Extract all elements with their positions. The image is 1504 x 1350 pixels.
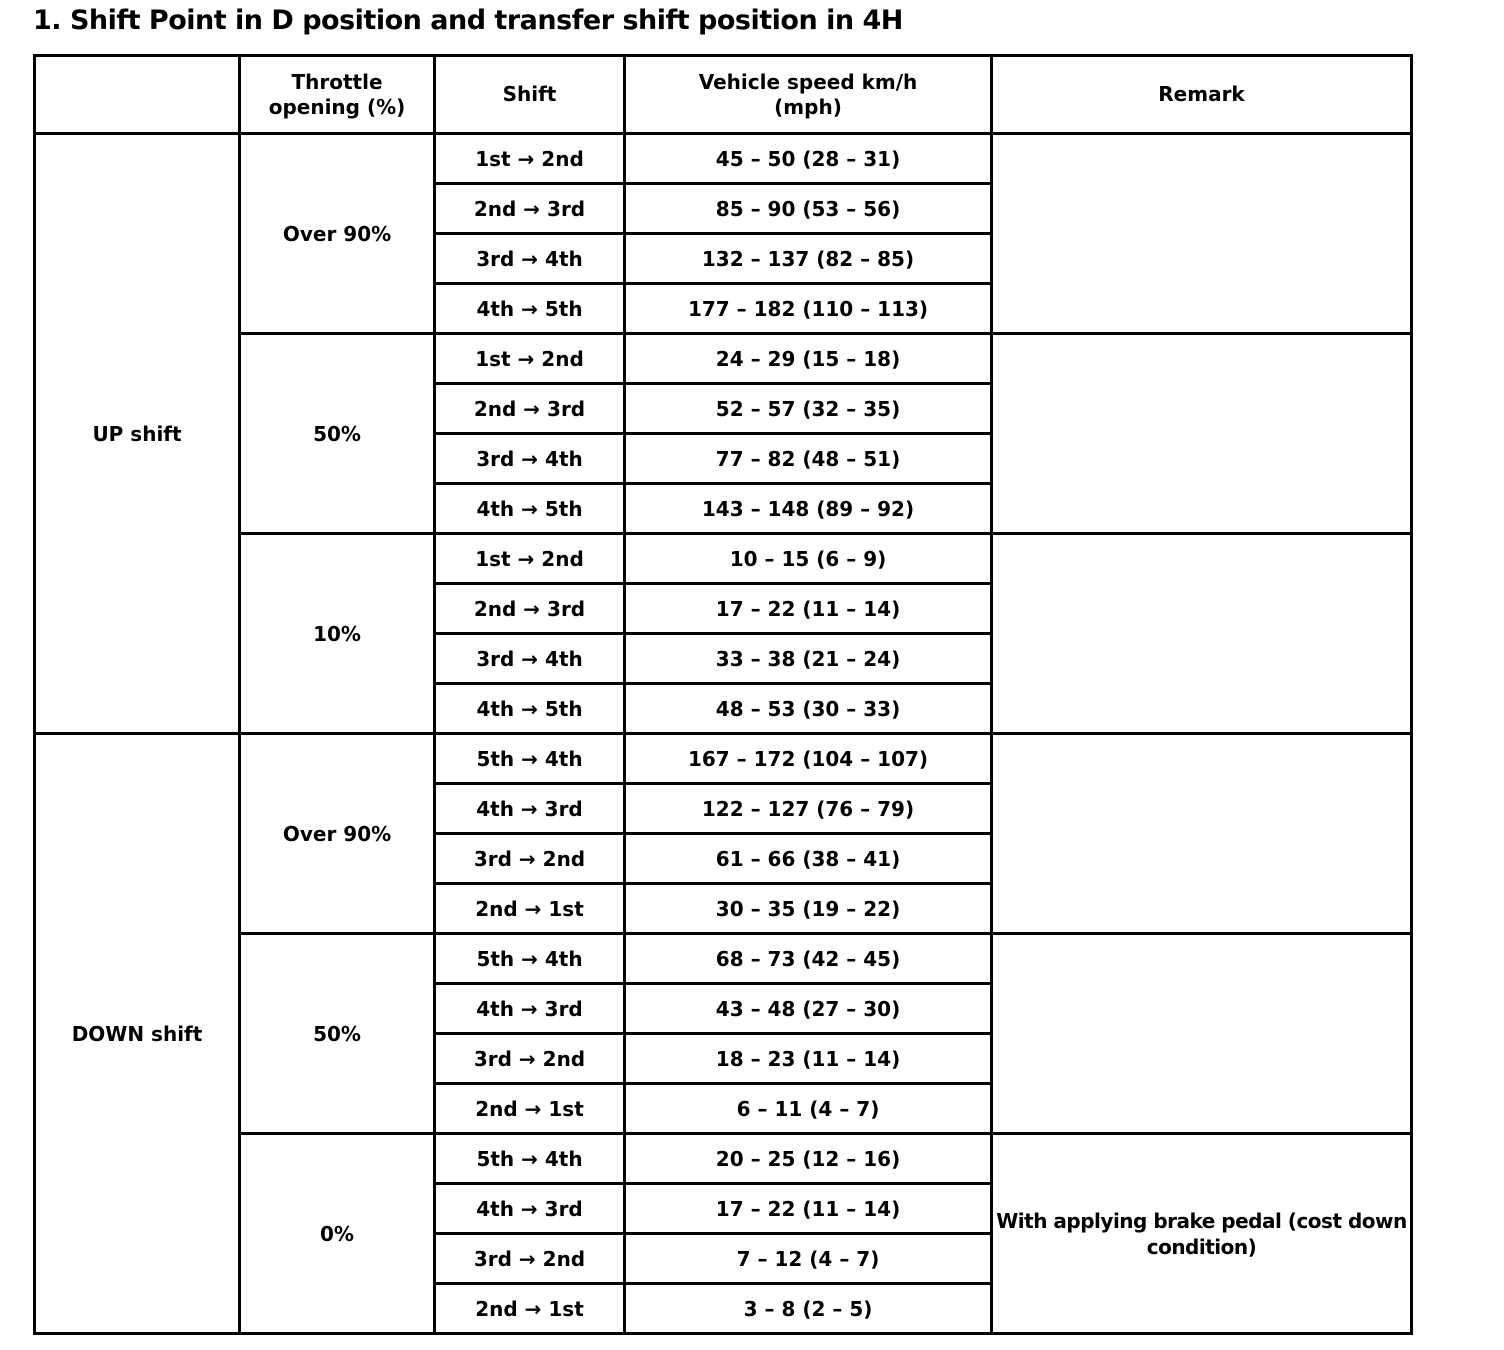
- throttle-opening-cell: 0%: [238, 1132, 436, 1335]
- table-row: 10% 1st → 2nd 10 – 15 (6 – 9): [35, 532, 1413, 735]
- shift-cell: 1st → 2nd: [433, 332, 626, 385]
- shift-cell: 2nd → 1st: [433, 1082, 626, 1135]
- table-row: 4th → 5th 177 – 182 (110 – 113): [35, 282, 1412, 335]
- table-row: 4th → 5th 48 – 53 (30 – 33): [35, 682, 1412, 735]
- table-row: 2nd → 1st 3 – 8 (2 – 5): [35, 1282, 1412, 1335]
- column-header-group: [33, 54, 241, 135]
- table-row: UP shift Over 90% 1st → 2nd 45 – 50 (28 – 3…: [33, 132, 1413, 735]
- vehicle-speed-cell: 17 – 22 (11 – 14): [623, 582, 993, 635]
- table-row: 2nd → 3rd 85 – 90 (53 – 56): [35, 182, 1412, 235]
- throttle-opening-cell: 50%: [238, 932, 436, 1135]
- vehicle-speed-cell: 10 – 15 (6 – 9): [623, 532, 993, 585]
- shift-cell: 3rd → 2nd: [433, 1232, 626, 1285]
- throttle-opening-cell: 10%: [238, 532, 436, 735]
- throttle-opening-cell: Over 90%: [238, 132, 436, 335]
- table-row: 4th → 3rd 17 – 22 (11 – 14): [35, 1182, 1412, 1235]
- section-label-cell: DOWN shift: [33, 732, 241, 1335]
- vehicle-speed-cell: 177 – 182 (110 – 113): [623, 282, 993, 335]
- shift-cell: 3rd → 4th: [433, 432, 626, 485]
- throttle-opening-cell: Over 90%: [238, 732, 436, 935]
- table-row: 2nd → 1st 30 – 35 (19 – 22): [35, 882, 1412, 935]
- table-row: DOWN shift Over 90% 5th → 4th 167 – 172 (10…: [33, 732, 1413, 1335]
- remark-cell: [990, 332, 1413, 535]
- shift-cell: 4th → 3rd: [433, 782, 626, 835]
- vehicle-speed-cell: 122 – 127 (76 – 79): [623, 782, 993, 835]
- shift-cell: 5th → 4th: [433, 1132, 626, 1185]
- vehicle-speed-cell: 17 – 22 (11 – 14): [623, 1182, 993, 1235]
- vehicle-speed-cell: 77 – 82 (48 – 51): [623, 432, 993, 485]
- column-header-shift: Shift: [433, 54, 626, 135]
- column-header-speed: Vehicle speed km/h (mph): [623, 54, 993, 135]
- page-title: 1. Shift Point in D position and transfe…: [33, 5, 903, 36]
- shift-cell: 2nd → 3rd: [433, 582, 626, 635]
- shift-cell: 4th → 5th: [433, 482, 626, 535]
- vehicle-speed-cell: 7 – 12 (4 – 7): [623, 1232, 993, 1285]
- vehicle-speed-cell: 43 – 48 (27 – 30): [623, 982, 993, 1035]
- shift-cell: 3rd → 2nd: [433, 832, 626, 885]
- table-row: 4th → 3rd 43 – 48 (27 – 30): [35, 982, 1412, 1035]
- vehicle-speed-cell: 85 – 90 (53 – 56): [623, 182, 993, 235]
- table-row: 3rd → 2nd 61 – 66 (38 – 41): [35, 832, 1412, 885]
- shift-cell: 2nd → 1st: [433, 1282, 626, 1335]
- remark-cell: [990, 132, 1413, 335]
- column-header-remark: Remark: [990, 54, 1413, 135]
- remark-cell: With applying brake pedal (cost down con…: [990, 1132, 1413, 1335]
- table-row: 3rd → 4th 77 – 82 (48 – 51): [35, 432, 1412, 485]
- table-row: 2nd → 1st 6 – 11 (4 – 7): [35, 1082, 1412, 1135]
- table-row: 2nd → 3rd 17 – 22 (11 – 14): [35, 582, 1412, 635]
- vehicle-speed-cell: 3 – 8 (2 – 5): [623, 1282, 993, 1335]
- remark-cell: [990, 732, 1413, 935]
- vehicle-speed-cell: 143 – 148 (89 – 92): [623, 482, 993, 535]
- vehicle-speed-cell: 18 – 23 (11 – 14): [623, 1032, 993, 1085]
- remark-cell: [990, 532, 1413, 735]
- shift-cell: 2nd → 3rd: [433, 382, 626, 435]
- shift-cell: 4th → 3rd: [433, 1182, 626, 1235]
- shift-cell: 1st → 2nd: [433, 132, 626, 185]
- shift-cell: 2nd → 1st: [433, 882, 626, 935]
- remark-cell: [990, 932, 1413, 1135]
- vehicle-speed-cell: 48 – 53 (30 – 33): [623, 682, 993, 735]
- vehicle-speed-cell: 68 – 73 (42 – 45): [623, 932, 993, 985]
- shift-cell: 3rd → 4th: [433, 632, 626, 685]
- shift-cell: 2nd → 3rd: [433, 182, 626, 235]
- shift-point-table: Throttle opening (%) Shift Vehicle speed…: [33, 54, 1413, 1335]
- vehicle-speed-cell: 61 – 66 (38 – 41): [623, 832, 993, 885]
- table-row: 4th → 3rd 122 – 127 (76 – 79): [35, 782, 1412, 835]
- throttle-opening-cell: 50%: [238, 332, 436, 535]
- shift-cell: 3rd → 4th: [433, 232, 626, 285]
- shift-cell: 3rd → 2nd: [433, 1032, 626, 1085]
- vehicle-speed-cell: 24 – 29 (15 – 18): [623, 332, 993, 385]
- shift-cell: 1st → 2nd: [433, 532, 626, 585]
- table-row: 3rd → 2nd 7 – 12 (4 – 7): [35, 1232, 1412, 1285]
- table-row: 0% 5th → 4th 20 – 25 (12 – 16) With applyin…: [35, 1132, 1413, 1335]
- shift-cell: 4th → 5th: [433, 682, 626, 735]
- shift-cell: 5th → 4th: [433, 732, 626, 785]
- section-label-cell: UP shift: [33, 132, 241, 735]
- table-row: 4th → 5th 143 – 148 (89 – 92): [35, 482, 1412, 535]
- shift-table-body: UP shift Over 90% 1st → 2nd 45 – 50 (28 – 3…: [33, 132, 1413, 1335]
- vehicle-speed-cell: 52 – 57 (32 – 35): [623, 382, 993, 435]
- header-row: Throttle opening (%) Shift Vehicle speed…: [33, 54, 1413, 135]
- vehicle-speed-cell: 45 – 50 (28 – 31): [623, 132, 993, 185]
- column-header-throttle: Throttle opening (%): [238, 54, 436, 135]
- vehicle-speed-cell: 33 – 38 (21 – 24): [623, 632, 993, 685]
- vehicle-speed-cell: 6 – 11 (4 – 7): [623, 1082, 993, 1135]
- vehicle-speed-cell: 30 – 35 (19 – 22): [623, 882, 993, 935]
- shift-cell: 4th → 5th: [433, 282, 626, 335]
- table-row: 3rd → 4th 132 – 137 (82 – 85): [35, 232, 1412, 285]
- vehicle-speed-cell: 20 – 25 (12 – 16): [623, 1132, 993, 1185]
- table-row: 3rd → 2nd 18 – 23 (11 – 14): [35, 1032, 1412, 1085]
- table-row: 3rd → 4th 33 – 38 (21 – 24): [35, 632, 1412, 685]
- shift-cell: 4th → 3rd: [433, 982, 626, 1035]
- table-row: 50% 1st → 2nd 24 – 29 (15 – 18): [35, 332, 1413, 535]
- table-row: 2nd → 3rd 52 – 57 (32 – 35): [35, 382, 1412, 435]
- shift-cell: 5th → 4th: [433, 932, 626, 985]
- table-row: 50% 5th → 4th 68 – 73 (42 – 45): [35, 932, 1413, 1135]
- vehicle-speed-cell: 132 – 137 (82 – 85): [623, 232, 993, 285]
- vehicle-speed-cell: 167 – 172 (104 – 107): [623, 732, 993, 785]
